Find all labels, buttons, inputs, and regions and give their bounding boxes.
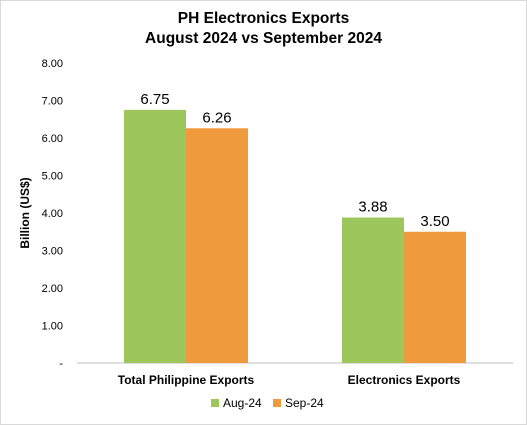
y-tick-label: 7.00	[42, 96, 63, 108]
y-tick-label: 1.00	[42, 321, 63, 333]
legend-swatch	[211, 399, 219, 407]
y-tick-label: 2.00	[42, 283, 63, 295]
y-tick-label: 5.00	[42, 171, 63, 183]
legend-label: Aug-24	[223, 396, 262, 410]
bar	[404, 231, 466, 363]
chart-title: PH Electronics Exports	[177, 10, 350, 27]
y-tick-label: 8.00	[42, 58, 63, 70]
y-tick-label: 4.00	[42, 208, 63, 220]
bar	[186, 128, 248, 363]
y-axis-title: Billion (US$)	[18, 177, 32, 248]
chart-subtitle: August 2024 vs September 2024	[145, 30, 382, 47]
bar	[124, 109, 186, 363]
bar	[342, 217, 404, 363]
x-tick-label: Total Philippine Exports	[118, 373, 255, 387]
legend-swatch	[273, 399, 281, 407]
data-label: 3.50	[420, 213, 449, 230]
x-tick-label: Electronics Exports	[348, 373, 461, 387]
data-label: 3.88	[358, 199, 387, 216]
y-tick-label: -	[59, 358, 63, 370]
y-tick-label: 3.00	[42, 246, 63, 258]
data-label: 6.75	[140, 91, 169, 108]
y-tick-label: 6.00	[42, 133, 63, 145]
legend-label: Sep-24	[285, 396, 324, 410]
data-label: 6.26	[202, 109, 231, 126]
